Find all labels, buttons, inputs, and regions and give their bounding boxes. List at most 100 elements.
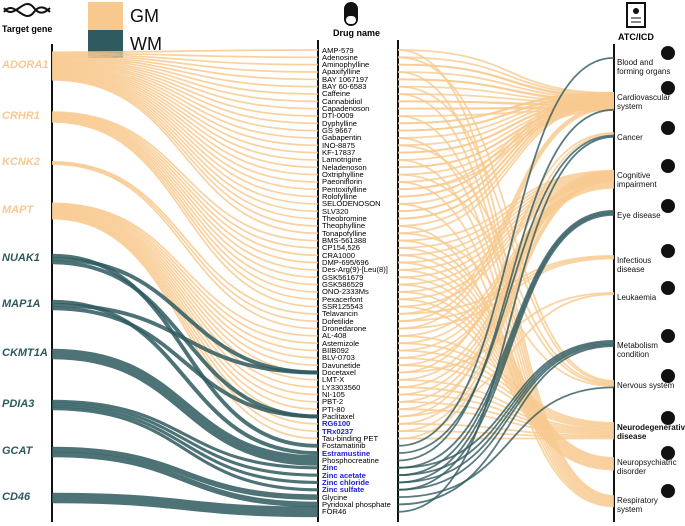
drug-atc-link: [397, 135, 615, 513]
drug-label: Theophylline: [322, 221, 366, 231]
gene-drug-link: [51, 402, 319, 477]
gene-drug-link: [51, 55, 319, 81]
gene-drug-link: [51, 60, 319, 110]
atc-icon: [661, 81, 675, 95]
gene-drug-link: [51, 74, 319, 205]
gene-label: ADORA1: [2, 59, 49, 71]
atc-icon: [661, 281, 675, 295]
drug-label: Astemizole: [322, 338, 360, 348]
drug-atc-link: [397, 213, 615, 491]
legend-label: WM: [130, 34, 162, 54]
gene-drug-link: [51, 451, 319, 508]
gene-drug-link: [51, 202, 319, 337]
gene-drug-link: [51, 56, 319, 88]
gene-drug-link: [51, 49, 319, 54]
drug-label: Aminophylline: [322, 60, 370, 70]
drug-label: Pentoxifylline: [322, 184, 367, 194]
gene-label: MAP1A: [2, 298, 41, 310]
gene-drug-link: [51, 215, 319, 425]
atc-label: Respiratory system: [617, 496, 658, 514]
gene-drug-link: [51, 257, 319, 375]
drug-label: Rolofylline: [322, 192, 358, 202]
drug-atc-link: [397, 386, 615, 499]
drug-label: Dofetilide: [322, 316, 354, 326]
gene-drug-link: [51, 72, 319, 191]
drug-label: BIIB092: [322, 346, 350, 356]
drug-label: SELODENOSON: [322, 199, 381, 209]
gene-drug-link: [51, 446, 319, 500]
gene-drug-link: [51, 66, 319, 154]
drug-atc-link: [397, 179, 615, 433]
drug-atc-link: [397, 93, 615, 125]
drug-label: Apaxifylline: [322, 67, 361, 77]
drug-atc-link: [397, 56, 615, 96]
drug-atc-link: [397, 430, 615, 439]
dna-icon: [3, 2, 51, 18]
header-drug: Drug name: [333, 28, 381, 38]
drug-atc-link: [397, 292, 615, 374]
atc-icon: [661, 329, 675, 343]
gene-drug-link: [51, 120, 319, 301]
drug-atc-link: [397, 343, 615, 491]
drug-atc-link: [397, 293, 615, 418]
atc-icon: [661, 411, 675, 425]
gene-drug-link: [51, 204, 319, 352]
drug-label: Des-Arg(9)-[Leu(8)]: [322, 265, 388, 275]
gene-drug-link: [51, 76, 319, 220]
drug-label: PTI-80: [322, 404, 345, 414]
drug-label: GSK586529: [322, 280, 364, 290]
gene-drug-link: [51, 116, 319, 279]
gene-drug-link: [51, 58, 319, 95]
drug-label: Zinc acetate: [322, 470, 366, 480]
gene-drug-link: [51, 63, 319, 132]
gene-drug-link: [51, 404, 319, 485]
drug-label: LMT-X: [322, 375, 345, 385]
drug-label: KF-17837: [322, 148, 356, 158]
gene-drug-link: [51, 207, 319, 374]
drug-atc-link: [397, 103, 615, 235]
atc-label: Nervous system: [617, 381, 675, 390]
drug-label: Paeoniflorin: [322, 177, 363, 187]
drug-label: Tonapofylline: [322, 228, 367, 238]
gene-label: MAPT: [2, 204, 34, 216]
drug-label: Glycine: [322, 492, 348, 502]
drug-label: Zinc chloride: [322, 477, 370, 487]
gene-drug-link: [51, 216, 319, 433]
drug-atc-link: [397, 94, 615, 198]
header-atc: ATC/ICD: [618, 32, 654, 42]
gene-drug-link: [51, 69, 319, 169]
gene-drug-link: [51, 67, 319, 161]
drug-atc-link: [397, 98, 615, 213]
drug-label: Gabapentin: [322, 133, 362, 143]
drug-label: Neladenoson: [322, 162, 367, 172]
drug-label: Fostamatinib: [322, 441, 366, 451]
drug-label: GS 9667: [322, 126, 352, 136]
drug-atc-link: [397, 172, 615, 389]
gene-drug-link: [51, 399, 319, 470]
gene-drug-link: [51, 121, 319, 308]
atc-label: Cancer: [617, 133, 643, 142]
drug-label: Dyphylline: [322, 118, 358, 128]
drug-atc-link: [397, 210, 615, 469]
atc-icon: [661, 199, 675, 213]
drug-label: Zinc: [322, 463, 338, 473]
drug-label: DTI-0009: [322, 111, 354, 121]
drug-label: Adenosine: [322, 52, 358, 62]
drug-atc-link: [397, 211, 615, 477]
atc-icon: [661, 46, 675, 60]
drug-label: Telavancin: [322, 309, 358, 319]
drug-label: PBT-2: [322, 397, 344, 407]
header-target: Target gene: [2, 24, 53, 34]
atc-label: Leukaemia: [617, 293, 657, 302]
gene-drug-link: [51, 163, 319, 330]
drug-label: AMP-579: [322, 45, 354, 55]
gene-drug-link: [51, 77, 319, 227]
atc-label: Infectious disease: [617, 256, 652, 274]
atc-icon: [661, 159, 675, 173]
gene-drug-link: [51, 113, 319, 257]
drug-atc-link: [397, 49, 615, 94]
drug-atc-link: [397, 349, 615, 427]
atc-label: Neuropsychiatric disorder: [617, 458, 677, 476]
drug-label: BMS-561388: [322, 236, 367, 246]
